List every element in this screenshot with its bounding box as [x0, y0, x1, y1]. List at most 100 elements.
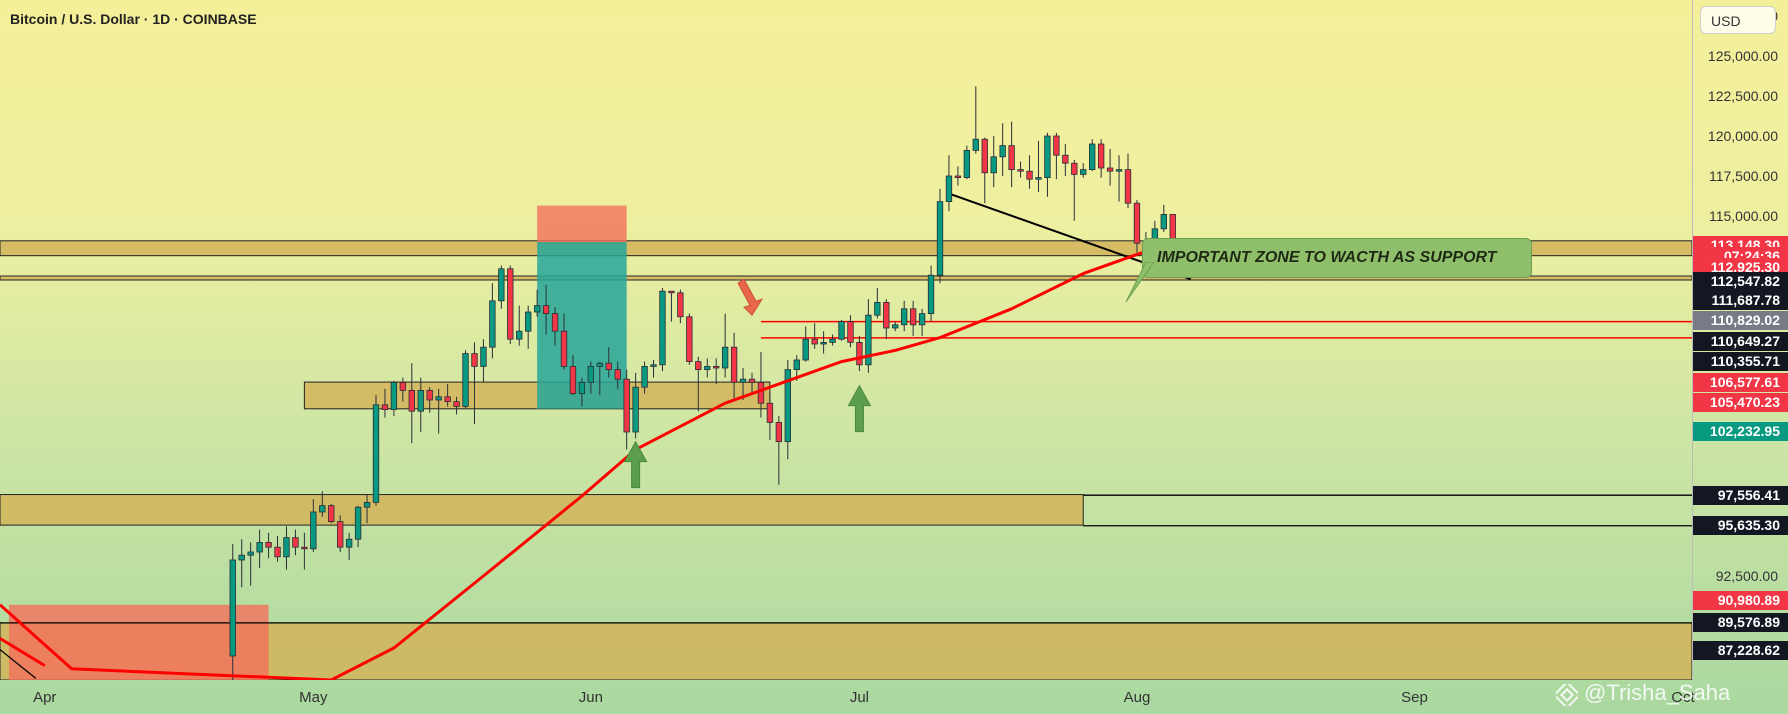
zone-may-june-zone[interactable]	[303, 381, 771, 410]
candle-body[interactable]	[247, 551, 254, 556]
candle-body[interactable]	[435, 396, 442, 401]
candle-body[interactable]	[462, 353, 469, 407]
price-tag[interactable]: 110,649.27	[1693, 331, 1788, 351]
candle-body[interactable]	[668, 290, 675, 294]
candle-body[interactable]	[489, 300, 496, 348]
candle-body[interactable]	[641, 365, 648, 388]
red-position-box[interactable]	[537, 205, 627, 243]
candle-body[interactable]	[605, 362, 612, 371]
candle-body[interactable]	[310, 511, 317, 550]
price-tag[interactable]: 110,829.02	[1693, 311, 1788, 331]
candle-body[interactable]	[498, 268, 505, 302]
candle-body[interactable]	[480, 346, 487, 367]
zone-mid-zone[interactable]	[0, 494, 1084, 526]
candle-body[interactable]	[372, 404, 380, 503]
price-tag[interactable]: 112,547.82	[1693, 271, 1788, 291]
candle-body[interactable]	[292, 537, 299, 548]
candle-body[interactable]	[623, 378, 630, 433]
candle-body[interactable]	[918, 313, 926, 326]
candle-body[interactable]	[1115, 169, 1123, 172]
candle-body[interactable]	[802, 338, 809, 361]
candle-body[interactable]	[301, 546, 308, 550]
candle-body[interactable]	[328, 505, 335, 523]
green-up-arrow[interactable]	[623, 440, 648, 489]
candle-body[interactable]	[784, 369, 791, 443]
candle-body[interactable]	[632, 386, 639, 433]
price-tag[interactable]: 87,228.62	[1693, 640, 1788, 660]
candle-body[interactable]	[1160, 213, 1167, 230]
candle-body[interactable]	[560, 330, 568, 367]
candle-body[interactable]	[569, 365, 577, 394]
candle-body[interactable]	[444, 396, 451, 402]
candle-body[interactable]	[337, 521, 344, 548]
candle-body[interactable]	[856, 341, 863, 366]
red-position-box[interactable]	[8, 604, 269, 680]
zone-bottom-zone[interactable]	[0, 622, 1692, 680]
candle-body[interactable]	[820, 341, 827, 345]
candle-body[interactable]	[229, 559, 236, 657]
candle-body[interactable]	[614, 369, 621, 380]
candle-body[interactable]	[1026, 170, 1033, 180]
price-tag[interactable]: 110,355.71	[1693, 352, 1788, 372]
candle-body[interactable]	[1124, 169, 1132, 204]
candle-body[interactable]	[345, 538, 353, 548]
green-up-arrow[interactable]	[847, 384, 872, 433]
candle-body[interactable]	[274, 546, 281, 558]
price-tag[interactable]: 89,576.89	[1693, 613, 1788, 633]
candle-body[interactable]	[695, 361, 702, 371]
candle-body[interactable]	[677, 292, 684, 318]
candle-body[interactable]	[704, 365, 711, 370]
candle-body[interactable]	[927, 274, 935, 315]
candle-body[interactable]	[319, 505, 326, 513]
candle-body[interactable]	[659, 290, 666, 366]
candle-body[interactable]	[1008, 145, 1015, 171]
price-tag[interactable]: 95,635.30	[1693, 516, 1788, 536]
price-tag[interactable]: 90,980.89	[1693, 590, 1788, 610]
candle-body[interactable]	[238, 554, 245, 561]
candle-body[interactable]	[883, 301, 890, 329]
candle-body[interactable]	[1062, 154, 1069, 164]
candle-body[interactable]	[363, 501, 371, 508]
price-tag[interactable]: 106,577.61	[1693, 372, 1788, 392]
candle-body[interactable]	[847, 321, 854, 343]
candle-body[interactable]	[999, 145, 1006, 158]
candle-body[interactable]	[874, 301, 881, 316]
candle-body[interactable]	[1044, 135, 1051, 178]
candle-body[interactable]	[1053, 135, 1060, 156]
candle-body[interactable]	[381, 404, 389, 410]
candle-body[interactable]	[990, 156, 997, 174]
candle-body[interactable]	[256, 542, 263, 553]
support-zone-callout[interactable]: IMPORTANT ZONE TO WACTH AS SUPPORT	[1142, 238, 1532, 278]
candle-body[interactable]	[542, 305, 550, 315]
price-tag[interactable]: 97,556.41	[1693, 485, 1788, 505]
candle-body[interactable]	[954, 175, 962, 179]
candle-body[interactable]	[739, 378, 747, 383]
zone-yellow-band-thin[interactable]	[0, 275, 1692, 281]
ema-line[interactable]	[0, 242, 1174, 680]
candle-body[interactable]	[721, 346, 729, 369]
candle-body[interactable]	[1133, 202, 1141, 244]
price-tag[interactable]: 102,232.95	[1693, 421, 1788, 441]
candle-body[interactable]	[408, 389, 415, 412]
candle-body[interactable]	[390, 381, 398, 410]
candle-body[interactable]	[909, 308, 917, 326]
black-diagonal-line[interactable]	[0, 649, 37, 679]
candle-body[interactable]	[507, 268, 514, 340]
candle-body[interactable]	[587, 365, 595, 383]
candle-body[interactable]	[829, 338, 836, 343]
candle-body[interactable]	[265, 542, 272, 548]
candle-body[interactable]	[399, 381, 407, 391]
symbol-title[interactable]: Bitcoin / U.S. Dollar · 1D · COINBASE	[10, 11, 257, 27]
candle-body[interactable]	[453, 401, 460, 407]
candle-body[interactable]	[686, 316, 693, 362]
candle-body[interactable]	[578, 381, 586, 394]
candle-body[interactable]	[283, 537, 290, 558]
candle-body[interactable]	[981, 138, 988, 174]
candle-body[interactable]	[533, 305, 541, 313]
candle-body[interactable]	[901, 308, 908, 326]
candle-body[interactable]	[730, 346, 738, 383]
candle-body[interactable]	[972, 138, 979, 151]
price-axis[interactable]: 127,500.00125,000.00122,500.00120,000.00…	[1693, 0, 1788, 714]
candle-body[interactable]	[757, 381, 765, 404]
